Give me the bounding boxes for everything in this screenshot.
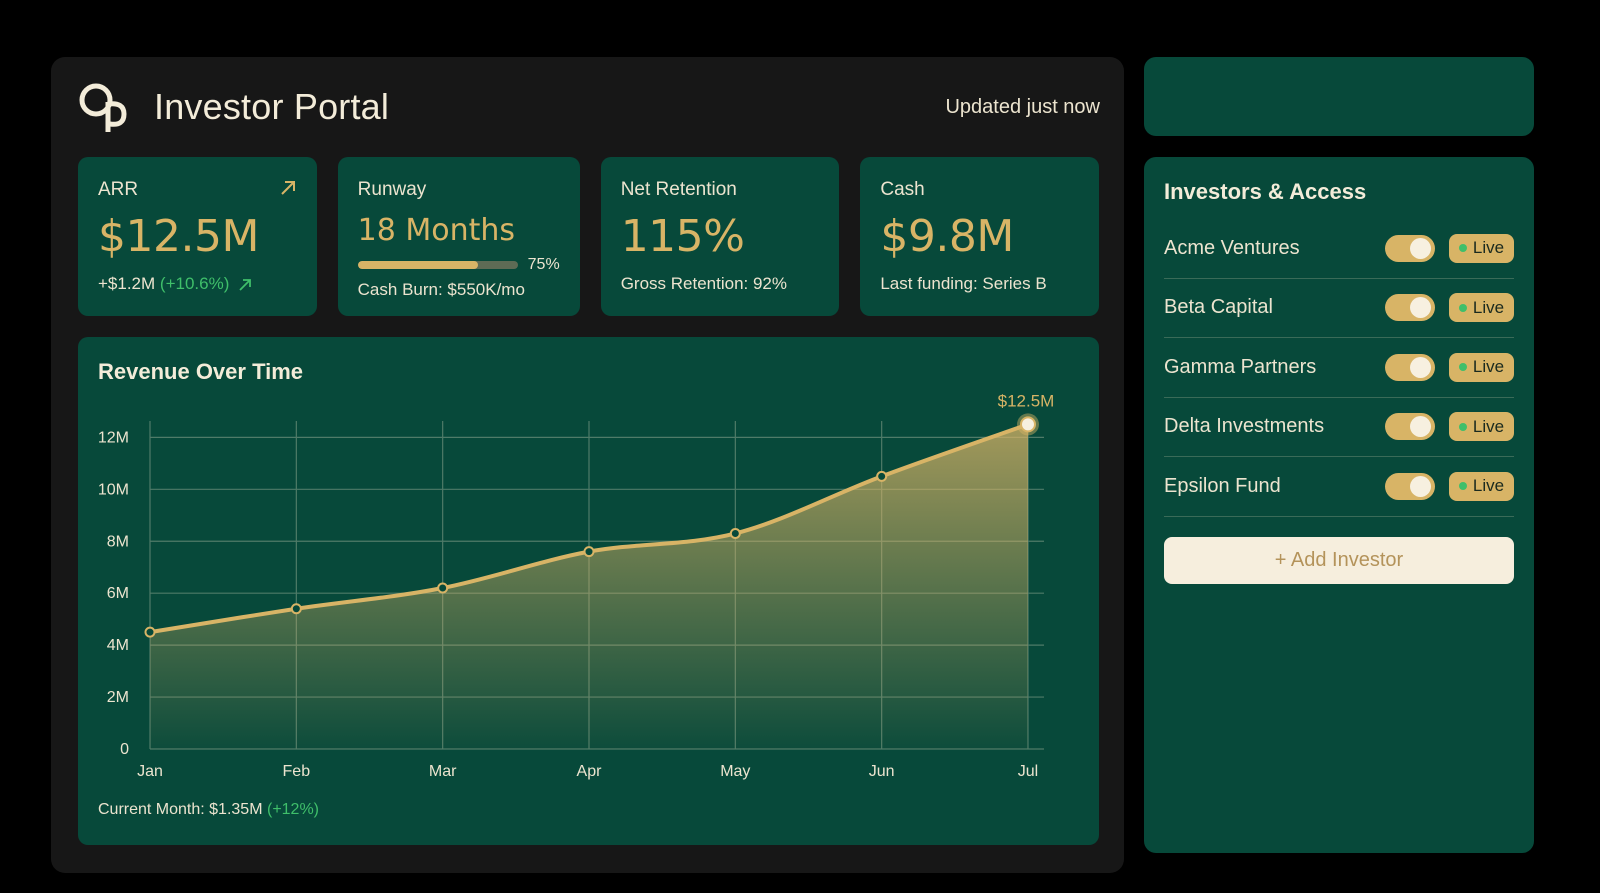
kpi-change-amount: +$1.2M bbox=[98, 274, 156, 293]
y-tick-label: 12M bbox=[98, 429, 129, 446]
investor-name: Gamma Partners bbox=[1164, 355, 1317, 378]
status-badge: Live bbox=[1449, 471, 1514, 501]
data-point bbox=[144, 626, 156, 638]
live-dot-icon bbox=[1458, 482, 1467, 491]
status-label: Live bbox=[1472, 297, 1505, 317]
kpi-label: ARR bbox=[98, 179, 139, 200]
toggle-knob bbox=[1410, 297, 1431, 319]
investors-title: Investors & Access bbox=[1164, 179, 1367, 204]
kpi-sub: Gross Retention: 92% bbox=[620, 274, 787, 293]
toggle-knob bbox=[1410, 475, 1431, 497]
kpi-card-runway[interactable]: Runway 18 Months 75% Cash Burn: $550K/mo bbox=[337, 157, 580, 316]
status-label: Live bbox=[1472, 416, 1505, 436]
live-dot-icon bbox=[1458, 303, 1467, 312]
toggle-knob bbox=[1410, 416, 1431, 438]
investor-name: Acme Ventures bbox=[1164, 236, 1300, 259]
logo-icon bbox=[79, 83, 127, 132]
kpi-value: 18 Months bbox=[357, 213, 516, 248]
x-tick-label: Feb bbox=[283, 763, 311, 780]
x-tick-label: Mar bbox=[429, 763, 457, 780]
kpi-change-pct: (+10.6%) bbox=[159, 274, 230, 293]
x-tick-label: Jan bbox=[137, 763, 163, 780]
x-tick-label: Jul bbox=[1018, 763, 1038, 780]
y-tick-label: 4M bbox=[107, 637, 129, 654]
data-point-highlight bbox=[1020, 416, 1036, 433]
chart-title: Revenue Over Time bbox=[98, 359, 304, 384]
kpi-label: Cash bbox=[880, 179, 925, 200]
kpi-card-cash[interactable]: Cash $9.8M Last funding: Series B bbox=[860, 157, 1099, 316]
kpi-sub: Last funding: Series B bbox=[880, 274, 1047, 293]
investor-name: Beta Capital bbox=[1164, 296, 1273, 319]
y-tick-label: 10M bbox=[98, 481, 129, 498]
kpi-value: $9.8M bbox=[880, 211, 1014, 262]
x-tick-label: Apr bbox=[577, 763, 603, 780]
runway-progress: 75% bbox=[357, 256, 560, 274]
investor-row: Gamma Partners Live bbox=[1164, 338, 1514, 398]
page-title: Investor Portal bbox=[154, 86, 390, 127]
progress-track bbox=[357, 261, 518, 269]
data-point bbox=[876, 470, 888, 482]
updated-status: Updated just now bbox=[945, 95, 1100, 118]
trend-up-icon bbox=[239, 278, 252, 291]
kpi-change: +$1.2M (+10.6%) bbox=[98, 274, 297, 294]
status-label: Live bbox=[1472, 476, 1505, 496]
trend-up-icon bbox=[280, 181, 295, 195]
live-dot-icon bbox=[1458, 244, 1467, 253]
investor-row: Beta Capital Live bbox=[1164, 279, 1514, 338]
data-point bbox=[583, 546, 595, 558]
revenue-chart: 0 2M 4M 6M 8M 10M 12M Jan Feb Mar Apr May Jun Jul $12.… bbox=[98, 391, 1055, 780]
investor-row: Epsilon Fund Live bbox=[1164, 457, 1514, 517]
status-badge: Live bbox=[1449, 412, 1514, 442]
status-label: Live bbox=[1472, 238, 1505, 258]
header: Investor Portal Updated just now bbox=[78, 77, 1100, 137]
live-dot-icon bbox=[1458, 363, 1467, 372]
toggle-knob bbox=[1410, 356, 1431, 378]
status-badge: Live bbox=[1449, 233, 1514, 263]
kpi-sub: Cash Burn: $550K/mo bbox=[357, 280, 525, 299]
progress-fill bbox=[357, 261, 478, 269]
y-tick-label: 6M bbox=[107, 585, 129, 602]
investor-row: Acme Ventures Live bbox=[1164, 219, 1514, 279]
kpi-value: 115% bbox=[620, 211, 745, 262]
progress-percent: 75% bbox=[527, 256, 560, 273]
access-toggle[interactable] bbox=[1385, 234, 1435, 262]
investor-list: Acme Ventures Live Beta Capital Live Gam… bbox=[1164, 219, 1514, 517]
access-toggle[interactable] bbox=[1385, 294, 1435, 322]
x-tick-label: Jun bbox=[869, 763, 895, 780]
current-month-label: Current Month: $1.35M bbox=[98, 801, 263, 818]
status-label: Live bbox=[1472, 357, 1505, 377]
investor-name: Epsilon Fund bbox=[1164, 474, 1281, 497]
data-label: $12.5M bbox=[998, 391, 1055, 410]
current-month-change: (+12%) bbox=[266, 801, 320, 818]
add-investor-button[interactable]: + Add Investor bbox=[1164, 536, 1514, 584]
top-right-card bbox=[1144, 57, 1534, 136]
revenue-chart-card: 0 2M 4M 6M 8M 10M 12M Jan Feb Mar Apr May Jun Jul $12.… bbox=[78, 337, 1099, 845]
chart-footer: Current Month: $1.35M (+12%) bbox=[98, 801, 319, 819]
kpi-label: Net Retention bbox=[620, 179, 737, 200]
toggle-knob bbox=[1410, 237, 1431, 259]
revenue-area bbox=[150, 424, 1028, 749]
y-tick-label: 8M bbox=[107, 533, 129, 550]
data-point bbox=[729, 527, 741, 539]
access-toggle[interactable] bbox=[1385, 353, 1435, 381]
kpi-card-net-retention[interactable]: Net Retention 115% Gross Retention: 92% bbox=[600, 157, 840, 316]
investor-row: Delta Investments Live bbox=[1164, 398, 1514, 457]
kpi-value: $12.5M bbox=[98, 211, 259, 262]
status-badge: Live bbox=[1449, 293, 1514, 323]
x-tick-label: May bbox=[720, 763, 750, 780]
access-toggle[interactable] bbox=[1385, 472, 1435, 500]
access-toggle[interactable] bbox=[1385, 413, 1435, 441]
kpi-row: ARR $12.5M +$1.2M (+10.6%) Runway 18 Mon… bbox=[78, 157, 1099, 316]
data-point bbox=[437, 582, 449, 594]
live-dot-icon bbox=[1458, 422, 1467, 431]
kpi-card-arr[interactable]: ARR $12.5M +$1.2M (+10.6%) bbox=[78, 157, 317, 316]
kpi-label: Runway bbox=[357, 179, 427, 200]
status-badge: Live bbox=[1449, 352, 1514, 382]
main-panel: Investor Portal Updated just now ARR $12… bbox=[51, 57, 1124, 873]
investor-name: Delta Investments bbox=[1164, 415, 1325, 438]
investors-panel: Investors & Access Acme Ventures Live Be… bbox=[1144, 157, 1534, 853]
y-tick-label: 2M bbox=[107, 689, 129, 706]
data-point bbox=[290, 603, 302, 615]
y-tick-label: 0 bbox=[120, 741, 129, 758]
